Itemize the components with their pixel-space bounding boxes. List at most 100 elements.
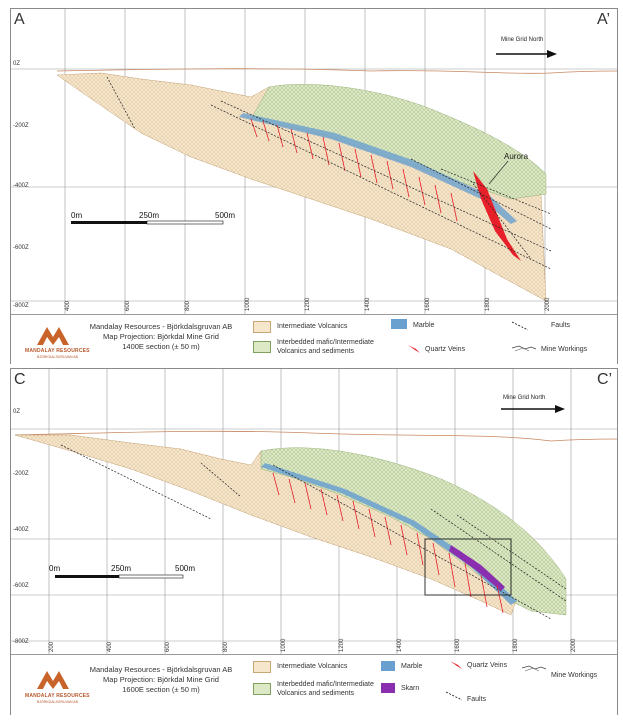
legend-workings: Mine Workings: [541, 346, 588, 353]
x-label: 1600: [425, 297, 431, 311]
legend-interbedded: Interbedded mafic/Intermediate: [277, 681, 374, 688]
detail-box: [424, 538, 512, 596]
map-title-line: Mandalay Resources - Björkdalsgruvan AB: [89, 322, 233, 331]
y-label: 0Z: [13, 409, 21, 415]
section-label-left: A: [14, 11, 25, 28]
legend-interbedded: Interbedded mafic/Intermediate: [277, 339, 374, 346]
scale-label: 250m: [139, 211, 160, 220]
x-label: 1200: [339, 638, 345, 652]
interbedded-swatch: [253, 683, 271, 695]
y-label: -200Z: [13, 123, 29, 129]
legend-interbedded: Volcanics and sediments: [277, 348, 355, 355]
y-label: 0Z: [13, 61, 21, 67]
x-label: 1800: [485, 297, 491, 311]
section-label-right: A’: [597, 11, 611, 28]
section-panel-c: C C’ Mine Grid North 0Z -200Z -400Z -600…: [10, 368, 618, 715]
section-label-left: C: [14, 371, 26, 388]
map-title-line: Mandalay Resources - Björkdalsgruvan AB: [89, 665, 233, 674]
legend-c: MANDALAY RESOURCES BJÖRKDALSGRUVAN AB Ma…: [11, 654, 617, 715]
y-label: -200Z: [13, 471, 29, 477]
map-title-line: 1400E section (± 50 m): [122, 342, 200, 351]
scale-label: 0m: [49, 564, 61, 573]
y-label: -600Z: [13, 583, 29, 589]
x-label: 1800: [513, 638, 519, 652]
aurora-leader: [488, 160, 509, 185]
logo-wordmark: MANDALAY RESOURCES: [25, 348, 90, 354]
x-label: 2000: [545, 297, 551, 311]
fault-icon: [445, 691, 463, 701]
interbedded-unit: [250, 84, 547, 200]
topography-line: [14, 430, 617, 442]
y-label: -400Z: [13, 183, 29, 189]
legend-intermediate: Intermediate Volcanics: [277, 323, 348, 330]
x-label: 200: [49, 641, 55, 652]
map-title: Mandalay Resources - Björkdalsgruvan AB …: [81, 665, 241, 695]
x-label: 1400: [365, 297, 371, 311]
x-label: 2000: [571, 638, 577, 652]
x-label: 600: [165, 641, 171, 652]
map-title-line: Map Projection: Björkdal Mine Grid: [103, 675, 219, 684]
logo-subtitle: BJÖRKDALSGRUVAN AB: [37, 700, 78, 704]
legend-intermediate: Intermediate Volcanics: [277, 663, 348, 670]
quartz-veins: [272, 472, 504, 614]
topography-line: [56, 68, 617, 74]
scale-label: 500m: [175, 564, 196, 573]
scale-bar-white: [118, 574, 184, 579]
legend-quartz: Quartz Veins: [425, 346, 466, 353]
x-label: 1400: [397, 638, 403, 652]
map-title-line: Map Projection: Björkdal Mine Grid: [103, 332, 219, 341]
mandalay-logo-icon: [37, 327, 69, 345]
x-label: 600: [125, 300, 131, 311]
x-label: 400: [65, 300, 71, 311]
marble-swatch: [381, 661, 395, 671]
skarn-body: [449, 545, 505, 591]
marble-swatch: [391, 319, 407, 329]
x-label: 800: [185, 300, 191, 311]
legend-faults: Faults: [467, 696, 487, 703]
legend-marble: Marble: [401, 663, 423, 670]
scale-label: 500m: [215, 211, 236, 220]
north-arrowhead-icon: [555, 405, 565, 413]
legend-marble: Marble: [413, 322, 435, 329]
fault-lines: [106, 76, 552, 270]
scale-bar-black: [55, 575, 119, 578]
y-label: -800Z: [13, 639, 29, 645]
grid-lines: [11, 9, 617, 314]
aurora-vein: [473, 171, 521, 261]
north-label: Mine Grid North: [501, 37, 544, 43]
legend-skarn: Skarn: [401, 685, 420, 692]
interbedded-swatch: [253, 341, 271, 353]
fault-icon: [511, 321, 529, 331]
scale-label: 0m: [71, 211, 83, 220]
quartz-veins: [250, 118, 458, 222]
north-arrowhead-icon: [547, 50, 557, 58]
aurora-label: Aurora: [504, 152, 529, 161]
logo-wordmark: MANDALAY RESOURCES: [25, 693, 90, 699]
intermediate-swatch: [253, 661, 271, 673]
y-label: -800Z: [13, 303, 29, 309]
intermediate-swatch: [253, 321, 271, 333]
map-title-line: 1600E section (± 50 m): [122, 685, 200, 694]
mine-workings-icon: [511, 345, 537, 352]
x-label: 1200: [305, 297, 311, 311]
logo-subtitle: BJÖRKDALSGRUVAN AB: [37, 355, 78, 359]
scale-bar-white: [146, 220, 224, 225]
x-label: 400: [107, 641, 113, 652]
north-label: Mine Grid North: [503, 395, 546, 401]
quartz-vein-icon: [408, 345, 420, 353]
legend-workings: Mine Workings: [551, 672, 598, 679]
x-label: 800: [223, 641, 229, 652]
scale-label: 250m: [111, 564, 132, 573]
legend-faults: Faults: [551, 322, 571, 329]
section-label-right: C’: [597, 371, 613, 388]
y-label: -600Z: [13, 245, 29, 251]
skarn-swatch: [381, 683, 395, 693]
cross-section-c: [11, 369, 617, 654]
section-panel-a: A A’ Mine Grid North 0Z -200Z -400Z -600…: [10, 8, 618, 364]
legend-quartz: Quartz Veins: [467, 662, 508, 669]
fault-lines: [60, 444, 567, 620]
map-title: Mandalay Resources - Björkdalsgruvan AB …: [81, 322, 241, 352]
cross-section-a: [11, 9, 617, 314]
y-label: -400Z: [13, 527, 29, 533]
mandalay-logo-icon: [37, 671, 69, 689]
